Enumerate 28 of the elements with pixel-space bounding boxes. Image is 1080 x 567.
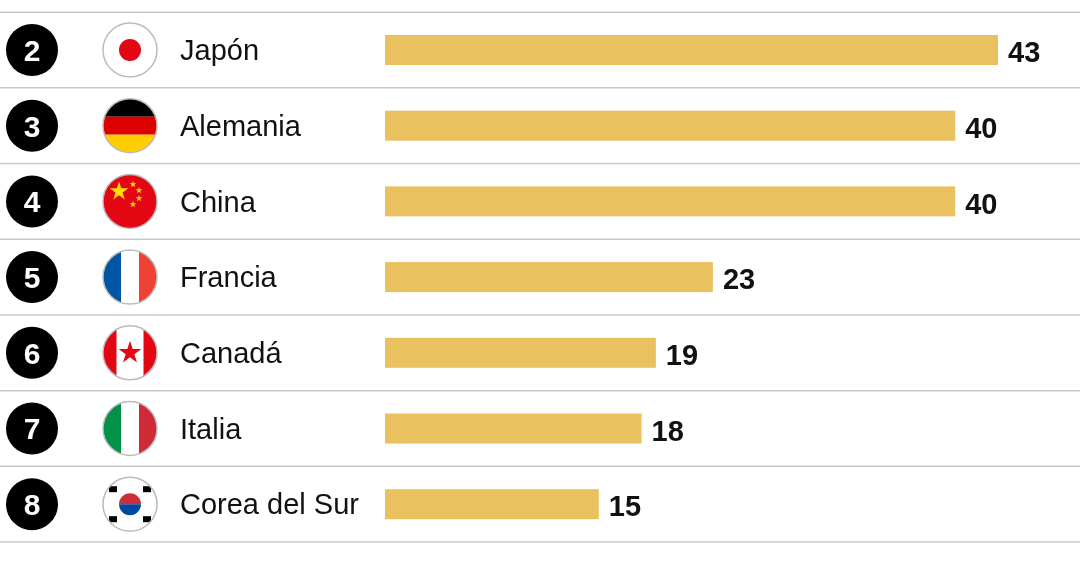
data-label: 18 <box>651 414 684 447</box>
y-tick-label: Canadá <box>180 336 283 369</box>
data-label: 19 <box>665 338 699 371</box>
text: 3 <box>23 109 41 143</box>
y-tick-label: Alemania <box>180 109 302 142</box>
y-tick-label: Corea del Sur <box>180 488 360 521</box>
bar <box>385 413 642 444</box>
text: 4 <box>23 185 41 219</box>
bar <box>385 186 956 217</box>
text: 5 <box>23 260 41 294</box>
data-label: 40 <box>965 187 998 220</box>
data-label: 15 <box>608 490 642 523</box>
bar <box>385 110 956 141</box>
y-tick-label: Francia <box>180 261 278 294</box>
data-label: 40 <box>965 111 998 144</box>
bar <box>385 262 713 293</box>
text: 7 <box>23 412 41 446</box>
y-tick-label: Italia <box>180 412 243 445</box>
bar <box>385 35 998 65</box>
bar <box>385 489 599 520</box>
bar <box>385 337 656 368</box>
data-label: 43 <box>1008 36 1041 69</box>
text: 8 <box>23 488 41 521</box>
y-tick-label: China <box>180 185 257 218</box>
text: 2 <box>23 33 41 67</box>
text: 6 <box>23 336 41 370</box>
y-tick-label: Japón <box>180 34 260 67</box>
data-label: 23 <box>722 263 756 296</box>
